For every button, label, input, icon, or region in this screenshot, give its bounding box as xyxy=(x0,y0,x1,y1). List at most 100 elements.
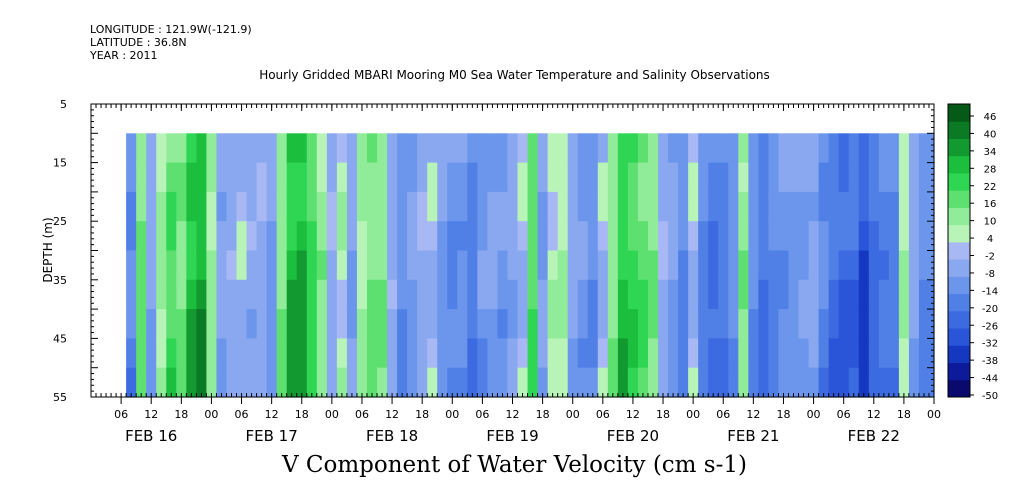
heatmap-cell xyxy=(166,367,177,398)
heatmap-cell xyxy=(437,309,448,339)
heatmap-cell xyxy=(356,221,368,252)
heatmap-cell xyxy=(326,133,338,164)
colorbar-swatch xyxy=(948,121,970,139)
heatmap-cell xyxy=(748,309,759,339)
heatmap-cell xyxy=(768,367,780,398)
heatmap-cell xyxy=(216,133,228,164)
heatmap-cell xyxy=(798,133,810,164)
heatmap-cell xyxy=(136,221,147,252)
heatmap-cell xyxy=(176,133,187,164)
heatmap-cell xyxy=(407,309,418,339)
heatmap-cell xyxy=(206,279,218,310)
heatmap-cell xyxy=(587,250,599,281)
heatmap-cell xyxy=(928,367,935,398)
heatmap-cell xyxy=(637,133,649,164)
heatmap-cell xyxy=(276,133,288,164)
heatmap-cell xyxy=(296,367,308,398)
y-tick-label: 55 xyxy=(53,391,67,404)
y-tick-label: 25 xyxy=(53,215,67,228)
heatmap-cell xyxy=(126,250,137,281)
heatmap-cell xyxy=(748,338,759,369)
heatmap-cell xyxy=(336,133,348,164)
heatmap-cell xyxy=(517,191,529,222)
heatmap-cell xyxy=(728,367,739,398)
heatmap-cell xyxy=(898,309,910,339)
heatmap-cell xyxy=(658,279,669,310)
heatmap-cell xyxy=(878,367,890,398)
colorbar-swatch xyxy=(948,224,970,243)
heatmap-cell xyxy=(146,191,157,222)
heatmap-cell xyxy=(366,367,378,398)
heatmap-cell xyxy=(497,133,509,164)
heatmap-cell xyxy=(788,162,800,193)
heatmap-cell xyxy=(527,162,539,193)
heatmap-cell xyxy=(868,279,880,310)
heatmap-cell xyxy=(246,367,258,398)
colorbar-label: -50 xyxy=(982,391,998,402)
heatmap-cell xyxy=(487,221,499,252)
heatmap-cell xyxy=(356,367,368,398)
heatmap-cell xyxy=(136,309,147,339)
heatmap-cell xyxy=(407,191,418,222)
heatmap-cell xyxy=(768,338,780,369)
heatmap-cell xyxy=(718,162,729,193)
heatmap-cell xyxy=(356,279,368,310)
heatmap-cell xyxy=(617,221,629,252)
heatmap-cell xyxy=(186,367,197,398)
x-hour-tick-label: 06 xyxy=(596,408,610,421)
heatmap-cell xyxy=(407,221,418,252)
heatmap-cell xyxy=(678,250,689,281)
heatmap-cell xyxy=(748,162,759,193)
heatmap-cell xyxy=(216,338,228,369)
heatmap-cell xyxy=(507,133,519,164)
heatmap-cell xyxy=(838,133,850,164)
heatmap-cell xyxy=(587,309,599,339)
heatmap-cell xyxy=(848,221,860,252)
heatmap-cell xyxy=(838,279,850,310)
heatmap-cell xyxy=(637,162,649,193)
heatmap-cell xyxy=(356,162,368,193)
heatmap-cell xyxy=(698,221,709,252)
colorbar-label: -38 xyxy=(982,356,998,367)
x-hour-tick-label: 00 xyxy=(325,408,339,421)
heatmap-cell xyxy=(547,367,559,398)
x-day-label: FEB 19 xyxy=(486,427,538,445)
x-day-label: FEB 17 xyxy=(246,427,298,445)
heatmap-cell xyxy=(858,133,870,164)
heatmap-cell xyxy=(728,250,739,281)
heatmap-cell xyxy=(828,250,840,281)
heatmap-cell xyxy=(848,250,860,281)
heatmap-cell xyxy=(738,309,749,339)
heatmap-cell xyxy=(226,309,238,339)
heatmap-cell xyxy=(788,279,800,310)
heatmap-cell xyxy=(627,162,639,193)
heatmap-cell xyxy=(266,221,278,252)
heatmap-cell xyxy=(226,162,238,193)
heatmap-cell xyxy=(688,191,699,222)
heatmap-cell xyxy=(196,162,208,193)
heatmap-cell xyxy=(668,367,679,398)
heatmap-cell xyxy=(778,191,790,222)
heatmap-cell xyxy=(417,250,428,281)
heatmap-cell xyxy=(487,162,499,193)
heatmap-cell xyxy=(607,221,619,252)
heatmap-cell xyxy=(748,221,759,252)
colorbar-swatch xyxy=(948,138,970,157)
x-hour-tick-label: 12 xyxy=(746,408,760,421)
heatmap-cell xyxy=(186,250,197,281)
heatmap-cell xyxy=(718,338,729,369)
heatmap-cell xyxy=(908,250,920,281)
heatmap-cell xyxy=(607,309,619,339)
heatmap-cell xyxy=(527,221,539,252)
heatmap-cell xyxy=(517,162,529,193)
heatmap-cell xyxy=(286,191,298,222)
heatmap-cell xyxy=(627,191,639,222)
heatmap-cell xyxy=(387,133,398,164)
x-hour-tick-label: 00 xyxy=(445,408,459,421)
heatmap-cell xyxy=(808,162,820,193)
colorbar-swatch xyxy=(948,362,970,381)
heatmap-cell xyxy=(577,221,589,252)
heatmap-cell xyxy=(768,133,780,164)
heatmap-cell xyxy=(226,367,238,398)
heatmap-cell xyxy=(838,191,850,222)
